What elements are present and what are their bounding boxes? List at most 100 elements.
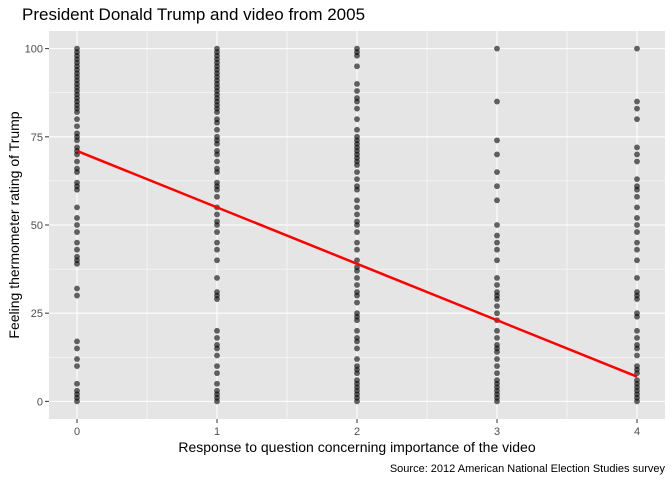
data-point [634, 296, 640, 302]
data-point [74, 123, 80, 130]
data-point [214, 239, 220, 246]
data-point [354, 229, 360, 235]
data-point [634, 275, 640, 281]
data-point [634, 398, 640, 405]
data-point [354, 105, 360, 112]
data-point [494, 334, 500, 341]
data-point [74, 345, 80, 352]
data-point [214, 151, 220, 158]
data-point [214, 275, 220, 281]
data-point [634, 257, 640, 264]
data-point [354, 275, 360, 281]
data-point [354, 116, 360, 123]
data-point [494, 45, 500, 52]
data-point [214, 119, 220, 126]
data-point [494, 257, 500, 264]
data-point [214, 352, 220, 359]
data-point [634, 176, 640, 183]
data-point [634, 327, 640, 334]
data-point [354, 169, 360, 175]
data-point [74, 222, 80, 228]
data-point [634, 229, 640, 235]
data-point [354, 292, 360, 299]
data-point [494, 282, 500, 288]
data-point [494, 356, 500, 362]
data-point [214, 380, 220, 387]
data-point [494, 275, 500, 281]
data-point [354, 246, 360, 253]
y-axis-ticks: 0 25 50 75 100 [25, 44, 49, 408]
data-point [494, 239, 500, 246]
data-point [354, 239, 360, 246]
data-point [354, 370, 360, 377]
data-point [214, 246, 220, 253]
data-point [354, 327, 360, 334]
data-point [74, 363, 80, 369]
x-axis-ticks: 0 1 2 3 4 [74, 419, 640, 438]
data-point [354, 211, 360, 218]
data-point [74, 229, 80, 235]
data-point [214, 158, 220, 165]
data-point [74, 398, 80, 405]
data-point [634, 105, 640, 112]
data-point [74, 109, 80, 116]
data-point [494, 98, 500, 105]
data-point [74, 260, 80, 267]
trend-line [76, 149, 638, 378]
data-point [354, 63, 360, 70]
data-point [214, 186, 220, 193]
data-point [354, 282, 360, 288]
y-tick-label: 25 [31, 308, 43, 320]
data-point [354, 186, 360, 193]
data-point [634, 98, 640, 105]
data-point [494, 137, 500, 144]
data-point [214, 126, 220, 133]
x-axis-title: Response to question concerning importan… [178, 439, 535, 455]
data-point [214, 229, 220, 235]
data-point [634, 352, 640, 359]
y-tick-label: 50 [31, 220, 43, 232]
data-point [74, 246, 80, 253]
data-point [74, 215, 80, 221]
data-point [494, 303, 500, 310]
data-point [74, 169, 80, 175]
data-point [214, 345, 220, 352]
data-point [74, 116, 80, 123]
data-point [354, 98, 360, 105]
data-point [74, 285, 80, 292]
x-tick-label: 4 [634, 426, 640, 438]
x-tick-label: 3 [494, 426, 500, 438]
data-point [214, 327, 220, 334]
data-point [634, 215, 640, 221]
data-point [354, 204, 360, 211]
data-point [634, 144, 640, 151]
data-points [74, 45, 640, 405]
data-point [634, 334, 640, 341]
data-point [634, 116, 640, 123]
x-tick-label: 0 [74, 426, 80, 438]
data-point [214, 211, 220, 218]
data-point [74, 380, 80, 387]
data-point [74, 338, 80, 345]
data-point [354, 267, 360, 274]
data-point [494, 349, 500, 355]
data-point [354, 88, 360, 94]
data-point [634, 239, 640, 246]
data-point [634, 246, 640, 253]
data-point [214, 193, 220, 200]
data-point [354, 222, 360, 228]
data-point [214, 363, 220, 369]
data-point [74, 204, 80, 211]
data-point [354, 176, 360, 183]
y-axis-title: Feeling thermometer rating of Trump [6, 111, 22, 338]
data-point [634, 222, 640, 228]
data-point [634, 45, 640, 52]
data-point [214, 398, 220, 405]
data-point [354, 197, 360, 204]
data-point [634, 345, 640, 352]
data-point [354, 338, 360, 345]
data-point [634, 158, 640, 165]
data-point [354, 345, 360, 352]
data-point [634, 313, 640, 320]
